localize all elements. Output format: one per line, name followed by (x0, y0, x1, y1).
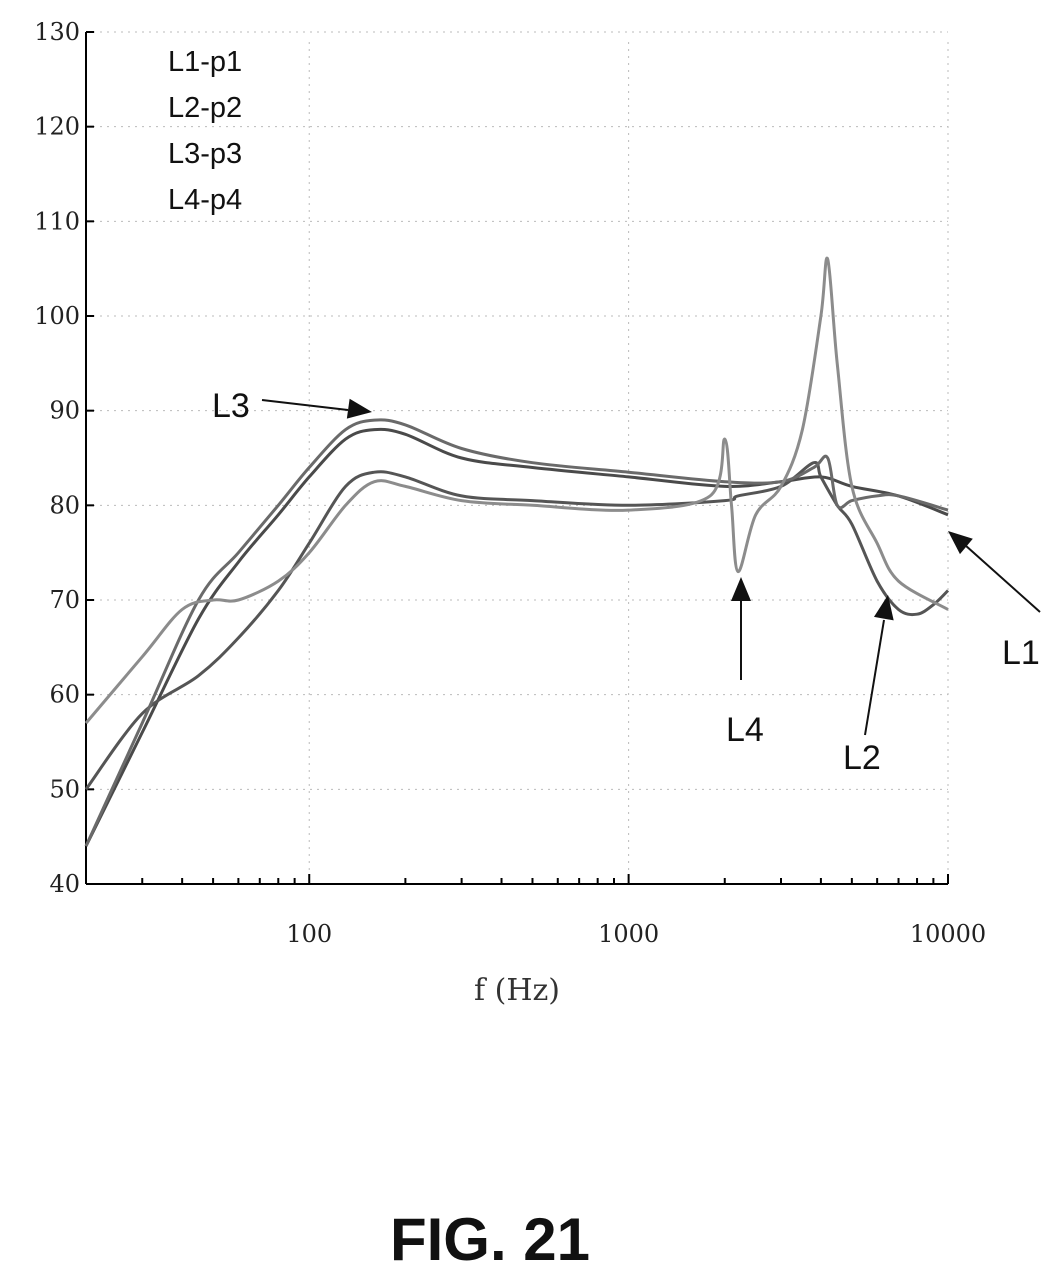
series-lines (84, 256, 950, 847)
legend-entry: L3-p3 (168, 138, 242, 170)
y-tick-label: 70 (49, 586, 80, 614)
series-line-l2 (84, 461, 950, 791)
y-tick-label: 80 (49, 491, 80, 519)
y-tick-label: 50 (49, 775, 80, 803)
y-tick-label: 40 (49, 870, 80, 898)
callout-arrow-head (948, 531, 973, 555)
series-line-l3 (84, 418, 949, 847)
callout-label-l4: L4 (726, 711, 764, 749)
callout-arrow-line (261, 399, 349, 411)
y-tick-label: 90 (49, 397, 80, 425)
y-tick-label: 130 (34, 18, 80, 46)
legend: L1-p1 L2-p2 L3-p3 L4-p4 (168, 46, 242, 216)
annotations: L3 L4 L2 L1 (212, 387, 1041, 777)
y-tick-label: 60 (49, 681, 80, 709)
axes (85, 32, 948, 885)
y-axis-ticks: 40 50 60 70 80 90 100 110 120 130 (34, 18, 94, 898)
callout-arrow-head (346, 398, 372, 419)
callout-arrow-line (864, 619, 885, 736)
legend-entry: L2-p2 (168, 92, 242, 124)
x-axis-ticks: 100 1000 10000 (85, 874, 986, 948)
legend-entry: L1-p1 (168, 46, 242, 78)
callout-label-l1: L1 (1002, 634, 1040, 672)
x-tick-label: 10000 (910, 920, 986, 948)
legend-entry: L4-p4 (168, 184, 242, 216)
callout-label-l2: L2 (843, 739, 881, 777)
callout-label-l3: L3 (212, 387, 250, 425)
y-tick-label: 100 (34, 302, 80, 330)
grid-lines (86, 31, 949, 884)
x-tick-label: 100 (286, 920, 332, 948)
y-tick-label: 110 (34, 207, 80, 235)
series-line-l4 (84, 256, 949, 725)
callout-arrow-line (964, 544, 1041, 613)
x-axis-title: f (Hz) (474, 973, 560, 1008)
y-tick-label: 120 (34, 113, 80, 141)
figure-caption: FIG. 21 (389, 1206, 591, 1273)
callout-arrow-head (873, 595, 894, 621)
callout-arrow-head (731, 577, 751, 601)
x-tick-label: 1000 (598, 920, 659, 948)
series-line-l1 (84, 427, 949, 847)
